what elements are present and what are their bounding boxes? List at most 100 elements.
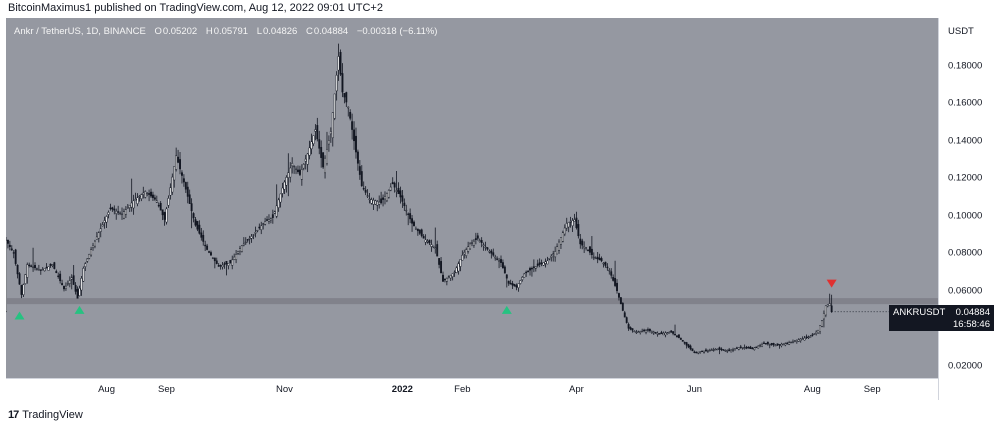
up-marker-icon <box>14 311 25 320</box>
candle <box>569 221 572 223</box>
up-marker-icon <box>74 305 85 314</box>
candle <box>322 152 325 168</box>
plot-area[interactable]: Ankr / TetherUS, 1D, BINANCE O0.05202 H0… <box>6 18 938 378</box>
candle <box>293 165 296 168</box>
candle <box>606 266 609 269</box>
candle <box>194 219 197 226</box>
candle <box>146 192 149 195</box>
candle <box>776 343 779 346</box>
candle <box>459 259 462 267</box>
candle <box>803 337 806 341</box>
candle <box>527 270 530 273</box>
candle <box>376 201 379 206</box>
candle <box>39 269 42 271</box>
candle <box>382 197 385 200</box>
candle <box>393 182 396 188</box>
candle <box>362 188 365 190</box>
candle <box>331 112 334 139</box>
candle <box>484 246 487 249</box>
candle <box>66 283 69 285</box>
candle <box>521 276 524 280</box>
candle <box>111 207 114 210</box>
candle <box>196 220 199 230</box>
candle <box>302 164 305 169</box>
candle <box>109 207 112 210</box>
candle <box>612 277 615 281</box>
price-axis-unit: USDT <box>948 26 974 37</box>
candle <box>169 187 172 196</box>
candlestick-chart[interactable] <box>6 18 938 378</box>
candle <box>231 259 234 266</box>
candle <box>513 284 516 287</box>
candle <box>411 218 414 224</box>
candle <box>585 247 588 249</box>
candle <box>244 241 247 244</box>
candle <box>130 202 133 208</box>
candle <box>753 347 756 350</box>
candle <box>132 200 135 209</box>
candle <box>310 141 313 150</box>
tradingview-logo[interactable]: 17 TradingView <box>8 409 83 421</box>
candle <box>739 346 742 348</box>
candle <box>757 345 760 349</box>
candle <box>271 214 274 218</box>
candle <box>34 265 36 269</box>
candle <box>264 221 267 225</box>
candle <box>817 329 820 334</box>
candle <box>188 194 191 204</box>
candle <box>304 158 307 162</box>
candle <box>745 346 748 349</box>
candle <box>467 246 470 252</box>
candle <box>306 153 309 165</box>
candle <box>210 252 212 256</box>
candle <box>797 339 800 342</box>
time-axis[interactable]: Aug Sep Nov 2022 Feb Apr Jun Aug Sep <box>6 378 938 400</box>
candle <box>672 331 675 334</box>
candle <box>813 333 816 335</box>
candle <box>821 320 823 327</box>
candle <box>200 232 203 238</box>
candle <box>235 254 238 260</box>
price-axis-tick: 0.08000 <box>948 247 983 259</box>
candle <box>277 199 280 208</box>
candle <box>772 343 775 346</box>
candle <box>119 212 122 215</box>
candle <box>629 327 632 330</box>
candle <box>805 336 808 338</box>
candle <box>662 333 665 336</box>
candle <box>465 249 468 256</box>
candle <box>565 223 568 229</box>
time-axis-tick: Aug <box>803 384 821 395</box>
candle <box>413 221 415 227</box>
candle <box>782 343 785 345</box>
candle <box>99 228 102 232</box>
candle <box>490 250 493 254</box>
candle <box>734 348 736 351</box>
candle <box>182 178 185 183</box>
candle <box>202 235 205 242</box>
candle <box>327 140 330 145</box>
candle <box>525 271 528 274</box>
candle <box>254 232 257 234</box>
candle <box>647 329 649 331</box>
time-axis-tick: Apr <box>569 384 584 395</box>
candle <box>822 313 825 320</box>
candle <box>623 312 626 318</box>
candle <box>633 330 636 333</box>
candle <box>128 204 131 209</box>
candle <box>567 222 570 228</box>
candle <box>316 125 319 140</box>
candle <box>540 262 543 264</box>
candle <box>788 342 791 345</box>
candle <box>703 350 705 353</box>
candle <box>784 343 787 346</box>
candle <box>480 240 483 243</box>
candle <box>144 191 147 198</box>
candle <box>801 338 804 340</box>
candle <box>250 236 253 239</box>
candle <box>298 169 301 175</box>
price-axis[interactable]: USDT 0.020000.040000.060000.080000.10000… <box>938 18 994 400</box>
candle <box>385 193 388 202</box>
candle <box>824 305 827 316</box>
candle <box>320 147 323 158</box>
